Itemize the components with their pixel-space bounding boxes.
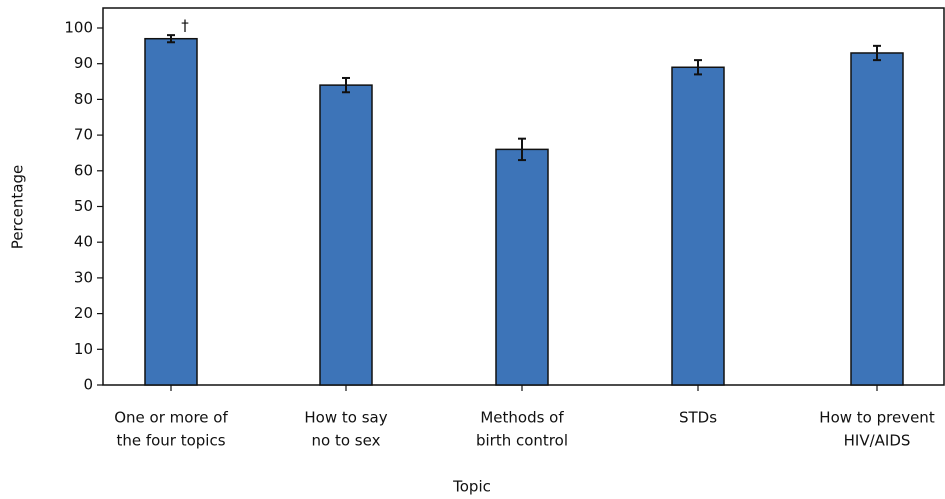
y-tick-label: 10 (74, 340, 93, 358)
x-tick-label: How to prevent (819, 409, 935, 427)
y-tick-label: 80 (74, 90, 93, 108)
y-tick-label: 70 (74, 126, 93, 144)
y-axis-label: Percentage (9, 165, 27, 249)
error-bar (167, 34, 175, 44)
x-tick-label: Methods of (480, 409, 564, 427)
x-tick-label: How to say (304, 409, 387, 427)
error-bar (342, 76, 350, 94)
bar (671, 66, 725, 386)
y-tick-label: 50 (74, 197, 93, 215)
y-tick-label: 90 (74, 54, 93, 72)
x-tick-label: One or more of (114, 409, 228, 427)
y-tick-label: 40 (74, 233, 93, 251)
y-tick-label: 20 (74, 304, 93, 322)
y-tick-label: 100 (64, 18, 93, 36)
y-tick-label: 60 (74, 161, 93, 179)
x-tick-label: no to sex (312, 432, 381, 450)
bar (144, 37, 198, 386)
bar (495, 148, 549, 386)
error-bar (694, 59, 702, 76)
bar (850, 52, 904, 386)
error-bar (518, 137, 526, 162)
x-tick-label: STDs (679, 409, 717, 427)
x-tick-label: HIV/AIDS (844, 432, 911, 450)
error-bar (873, 44, 881, 62)
y-tick-label: 30 (74, 268, 93, 286)
x-axis-label: Topic (452, 478, 491, 496)
bar (319, 84, 373, 386)
annotation: † (181, 17, 189, 35)
x-tick-label: the four topics (116, 432, 225, 450)
x-tick-label: birth control (476, 432, 568, 450)
y-tick-label: 0 (83, 376, 93, 394)
